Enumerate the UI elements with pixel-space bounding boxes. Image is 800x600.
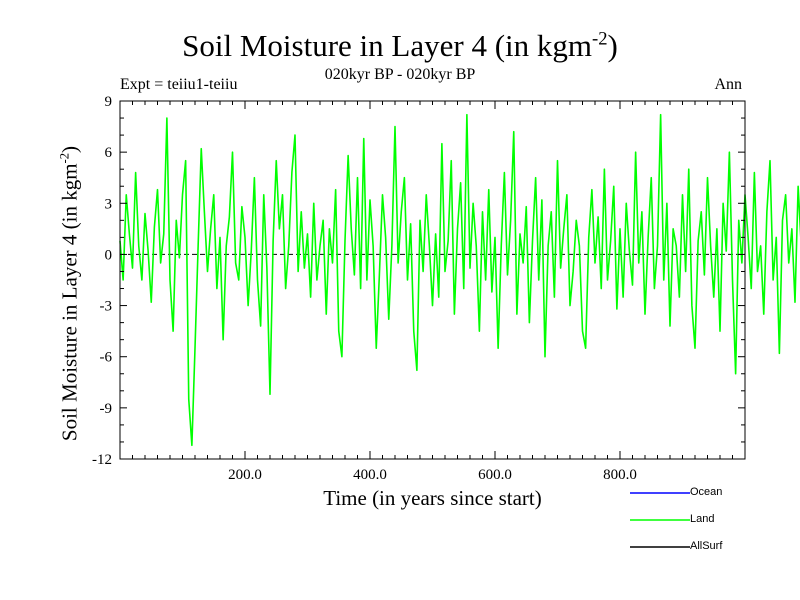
x-tick-label: 600.0 bbox=[478, 467, 512, 483]
period-label: Ann bbox=[714, 76, 742, 93]
legend bbox=[630, 492, 690, 548]
y-tick-label: -12 bbox=[92, 452, 112, 468]
axis-layer bbox=[119, 100, 746, 460]
y-tick-label: -9 bbox=[100, 401, 113, 417]
line-layer bbox=[119, 113, 800, 447]
legend-label-ocean: Ocean bbox=[690, 486, 723, 498]
tick-label-layer: 9 6 3 0 -3 -6 -9 -12 200.0 400.0 600.0 800.0 bbox=[92, 94, 637, 483]
x-tick-label: 800.0 bbox=[603, 467, 637, 483]
chart-subtitle: 020kyr BP - 020kyr BP bbox=[324, 66, 476, 83]
x-tick-label: 400.0 bbox=[353, 467, 387, 483]
y-tick-label: -6 bbox=[100, 350, 113, 366]
series-line-land bbox=[119, 113, 800, 447]
experiment-label: Expt = teiiu1-teiiu bbox=[120, 76, 238, 93]
y-tick-label: 0 bbox=[105, 247, 113, 263]
y-tick-label: 6 bbox=[105, 145, 113, 161]
legend-label-land: Land bbox=[690, 513, 715, 525]
y-tick-label: -3 bbox=[100, 299, 113, 315]
plot-frame bbox=[119, 100, 746, 460]
x-axis-label: Time (in years since start) bbox=[323, 486, 542, 510]
y-axis-label: Soil Moisture in Layer 4 (in kgm-2) bbox=[57, 145, 82, 442]
y-tick-label: 3 bbox=[105, 196, 113, 212]
x-tick-label: 200.0 bbox=[228, 467, 262, 483]
chart-title: Soil Moisture in Layer 4 (in kgm-2) bbox=[182, 28, 618, 63]
y-tick-label: 9 bbox=[105, 94, 113, 110]
legend-label-allsurf: AllSurf bbox=[690, 540, 723, 552]
